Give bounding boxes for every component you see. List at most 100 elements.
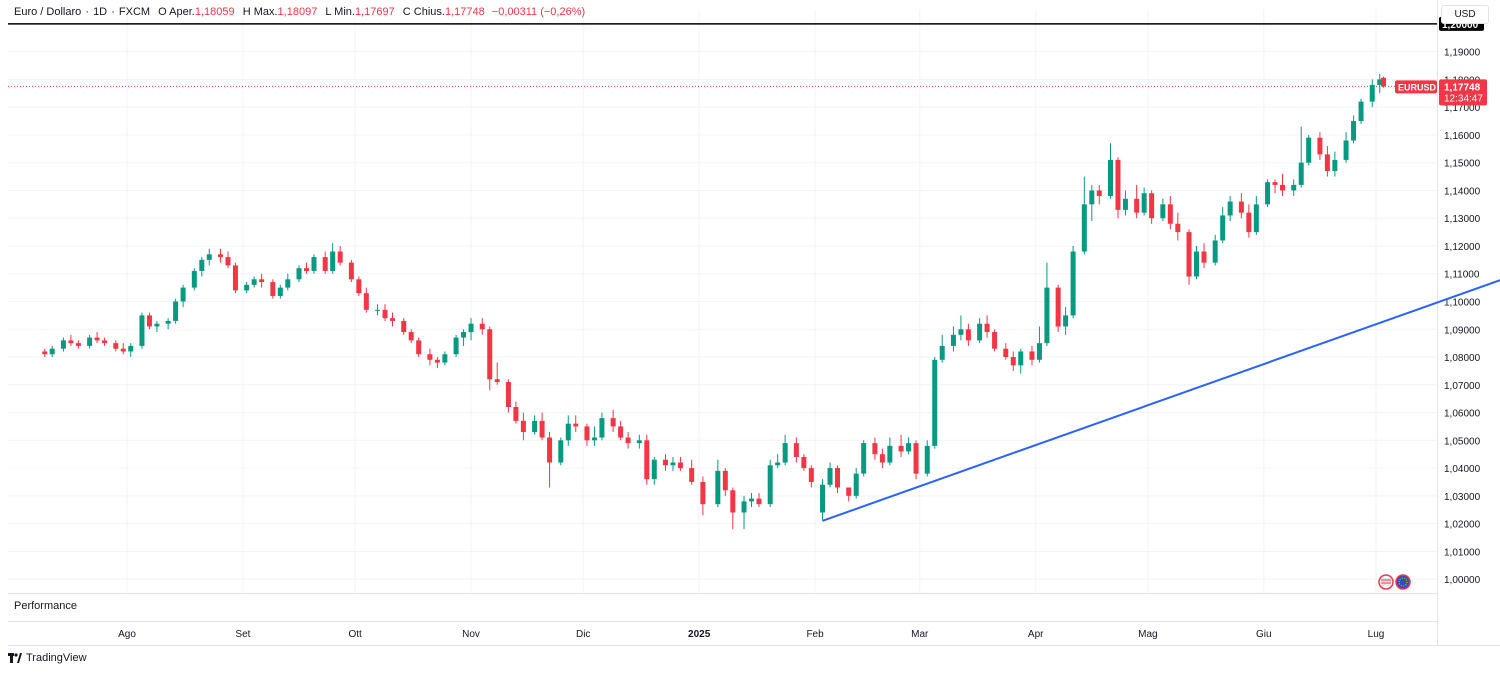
candle[interactable] (651, 456, 657, 485)
candle[interactable] (1377, 73, 1383, 94)
candle[interactable] (591, 426, 597, 446)
candle[interactable] (225, 251, 231, 269)
candle[interactable] (479, 318, 485, 335)
candle[interactable] (1280, 173, 1286, 197)
candle[interactable] (689, 459, 695, 485)
candle[interactable] (1306, 134, 1312, 166)
candle[interactable] (1003, 343, 1009, 360)
candle[interactable] (1081, 176, 1087, 255)
candle[interactable] (1149, 190, 1155, 224)
candle[interactable] (872, 437, 878, 460)
candle[interactable] (1358, 98, 1364, 124)
candle[interactable] (1115, 157, 1121, 219)
candle[interactable] (1220, 207, 1226, 244)
candle[interactable] (782, 434, 788, 466)
candle[interactable] (139, 312, 145, 349)
candle[interactable] (677, 456, 683, 471)
candle[interactable] (199, 257, 205, 277)
candle[interactable] (584, 423, 590, 446)
candle[interactable] (206, 248, 212, 266)
candle[interactable] (337, 245, 343, 266)
currency-button[interactable]: USD (1441, 5, 1489, 24)
candle[interactable] (906, 437, 912, 455)
candle[interactable] (532, 415, 538, 435)
candle[interactable] (820, 479, 826, 521)
candle[interactable] (1096, 184, 1102, 205)
candle[interactable] (599, 412, 605, 441)
candle[interactable] (977, 318, 983, 344)
candle[interactable] (1238, 193, 1244, 219)
candle[interactable] (513, 401, 519, 424)
candle[interactable] (75, 340, 81, 349)
candle[interactable] (939, 334, 945, 363)
trendline[interactable] (822, 274, 1500, 522)
candle[interactable] (277, 284, 283, 299)
candle[interactable] (749, 493, 754, 507)
candle[interactable] (670, 456, 676, 471)
candle[interactable] (722, 468, 728, 496)
candle[interactable] (1332, 151, 1338, 177)
candle[interactable] (853, 468, 859, 499)
candle[interactable] (950, 326, 956, 352)
eu-flag-icon[interactable] (1395, 574, 1411, 590)
candle[interactable] (1036, 326, 1042, 363)
candle[interactable] (494, 362, 500, 385)
symbol-legend[interactable]: Euro / Dollaro · 1D · FXCM O Aper.1,1805… (14, 5, 585, 19)
candle[interactable] (1201, 243, 1207, 269)
candle[interactable] (87, 334, 93, 349)
candle[interactable] (547, 431, 553, 488)
candle[interactable] (487, 326, 493, 391)
candle[interactable] (1141, 187, 1147, 216)
candle[interactable] (625, 431, 631, 449)
candle[interactable] (1089, 184, 1095, 221)
candle[interactable] (427, 348, 433, 366)
event-flags[interactable] (1378, 574, 1411, 590)
candle[interactable] (49, 345, 55, 358)
candle[interactable] (154, 320, 160, 333)
candle[interactable] (1070, 245, 1076, 319)
candle[interactable] (1272, 179, 1278, 194)
candle[interactable] (270, 279, 276, 299)
candle[interactable] (715, 459, 721, 507)
tradingview-logo[interactable]: TradingView (8, 652, 87, 664)
time-axis[interactable]: Ago Set Ott Nov Dic 2025 Feb Mar Apr Mag Giu Lug (118, 629, 1384, 640)
candle[interactable] (128, 343, 134, 358)
candle[interactable] (1055, 284, 1061, 333)
candle[interactable] (1343, 132, 1349, 163)
candle[interactable] (573, 415, 579, 432)
candle[interactable] (330, 243, 336, 274)
candle[interactable] (1317, 132, 1323, 160)
candles[interactable] (8, 73, 1437, 530)
candle[interactable] (1298, 126, 1304, 188)
candle[interactable] (322, 251, 328, 274)
candle[interactable] (434, 357, 440, 369)
candle[interactable] (102, 337, 108, 346)
candle[interactable] (984, 315, 990, 338)
candle[interactable] (636, 434, 642, 449)
candle[interactable] (173, 298, 179, 324)
candle[interactable] (468, 318, 474, 341)
candle[interactable] (913, 440, 919, 480)
candle[interactable] (180, 284, 186, 308)
candle[interactable] (382, 304, 388, 321)
candle[interactable] (1107, 143, 1113, 199)
candle[interactable] (958, 315, 964, 341)
candle[interactable] (1018, 348, 1024, 374)
candle[interactable] (191, 268, 197, 291)
candle[interactable] (1351, 115, 1357, 144)
candle[interactable] (1044, 262, 1050, 346)
candle[interactable] (285, 273, 291, 291)
candle[interactable] (1010, 351, 1016, 371)
candle[interactable] (879, 448, 885, 469)
candle[interactable] (146, 312, 152, 330)
candle[interactable] (767, 459, 773, 507)
candle[interactable] (898, 434, 904, 457)
candle[interactable] (700, 476, 706, 516)
candle[interactable] (251, 276, 257, 288)
candle[interactable] (1063, 307, 1069, 335)
candle[interactable] (1194, 245, 1200, 280)
candle[interactable] (461, 329, 467, 346)
candle[interactable] (244, 282, 250, 294)
candle[interactable] (1186, 229, 1192, 285)
